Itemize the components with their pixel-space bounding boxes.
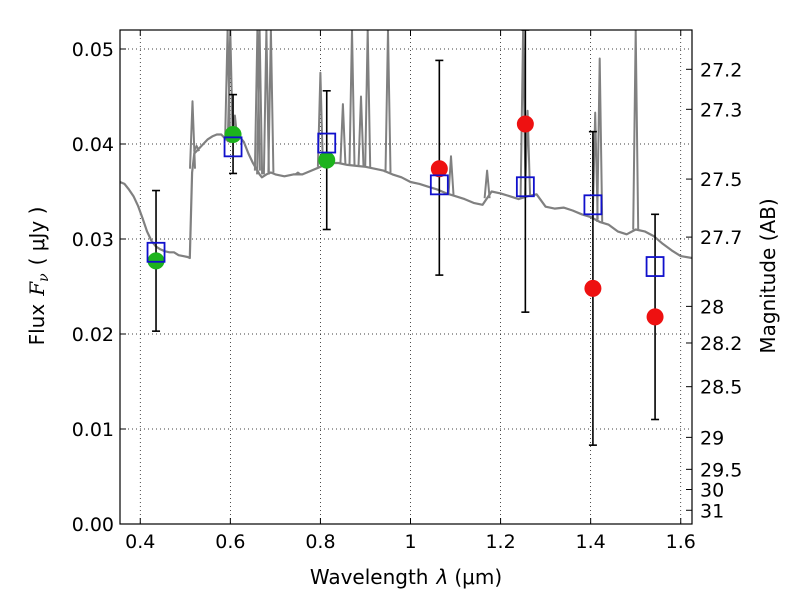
mag-tick-label: 29 [700, 427, 724, 449]
y-axis-label-subscript: ν [36, 273, 52, 282]
y-tick-label: 0.00 [72, 514, 114, 536]
observed-point-green [147, 252, 165, 270]
plot-frame [119, 29, 693, 525]
y-axis-label-symbol: F [25, 281, 49, 297]
template-spectrum-line [120, 133, 692, 260]
emission-line-spike [357, 95, 365, 167]
tick-layer: 0.4 0.6 0.8 1 1.2 1.4 1.6 0.00 0.01 0.02 0.03 0.04 0… [72, 30, 742, 553]
emission-line-spike [193, 144, 201, 152]
mag-tick-label: 27.5 [700, 169, 742, 191]
y-tick-label: 0.01 [72, 419, 114, 441]
y-axis-label-prefix: Flux [25, 304, 49, 346]
y-tick-label: 0.05 [72, 39, 114, 61]
x-tick-label: 1.6 [666, 531, 696, 553]
y-axis-label: Flux Fν ( μJy ) [25, 207, 52, 346]
y-tick-label: 0.04 [72, 134, 114, 156]
x-tick-label: 0.8 [305, 531, 335, 553]
emission-line-spike [348, 30, 356, 166]
model-photometry-box [645, 256, 665, 277]
y-axis-label-unit: ( μJy ) [25, 207, 49, 266]
observed-point-green [318, 151, 336, 169]
mag-tick-label: 28.5 [700, 377, 742, 399]
mag-tick-label: 27.3 [700, 99, 742, 121]
observed-point-red [646, 308, 664, 326]
emission-line-spike [226, 30, 234, 143]
emission-line-spike [596, 57, 604, 222]
x-tick-label: 1.4 [576, 531, 606, 553]
y2-axis-label: Magnitude (AB) [756, 198, 780, 353]
emission-line-spike [262, 30, 270, 175]
emission-line-spike [364, 30, 372, 168]
x-axis-label-symbol: λ [436, 565, 449, 589]
emission-line-spike [189, 100, 196, 169]
model-photometry-box [223, 136, 243, 158]
model-photometry-box [515, 176, 535, 198]
x-axis-label-prefix: Wavelength [310, 565, 429, 589]
emission-line-spike [339, 103, 347, 164]
emission-line-spike [294, 171, 302, 176]
model-photometry-box [146, 241, 166, 263]
observed-point-red [430, 160, 448, 178]
mag-tick-label: 29.5 [700, 459, 742, 481]
x-tick-label: 0.4 [125, 531, 155, 553]
mag-tick-label: 31 [700, 500, 724, 522]
box-layer [146, 132, 665, 277]
mag-tick-label: 28 [700, 296, 724, 318]
x-tick-label: 1 [404, 531, 416, 553]
x-tick-label: 0.6 [215, 531, 245, 553]
emission-line-spike [483, 169, 491, 199]
emission-line-spike [447, 155, 455, 195]
emission-line-spike [384, 30, 392, 173]
observed-point-red [516, 115, 534, 133]
mag-tick-label: 30 [700, 480, 724, 502]
emission-line-spike [256, 30, 264, 175]
model-photometry-box [583, 194, 603, 216]
emission-line-spike [632, 30, 640, 230]
model-photometry-box [317, 132, 337, 154]
x-axis-label: Wavelength λ (μm) [310, 565, 502, 589]
observed-point-red [584, 279, 602, 297]
emission-line-spike [267, 30, 275, 173]
y-tick-label: 0.03 [72, 229, 114, 251]
emission-line-spike [253, 30, 261, 171]
x-tick-label: 1.2 [485, 531, 515, 553]
mag-tick-label: 27.7 [700, 227, 742, 249]
mag-tick-label: 27.2 [700, 59, 742, 81]
observed-point-green [224, 126, 242, 143]
x-axis-label-unit: (μm) [454, 565, 502, 589]
mag-tick-label: 28.2 [700, 333, 742, 355]
y-tick-label: 0.02 [72, 324, 114, 346]
model-photometry-box [429, 174, 449, 196]
